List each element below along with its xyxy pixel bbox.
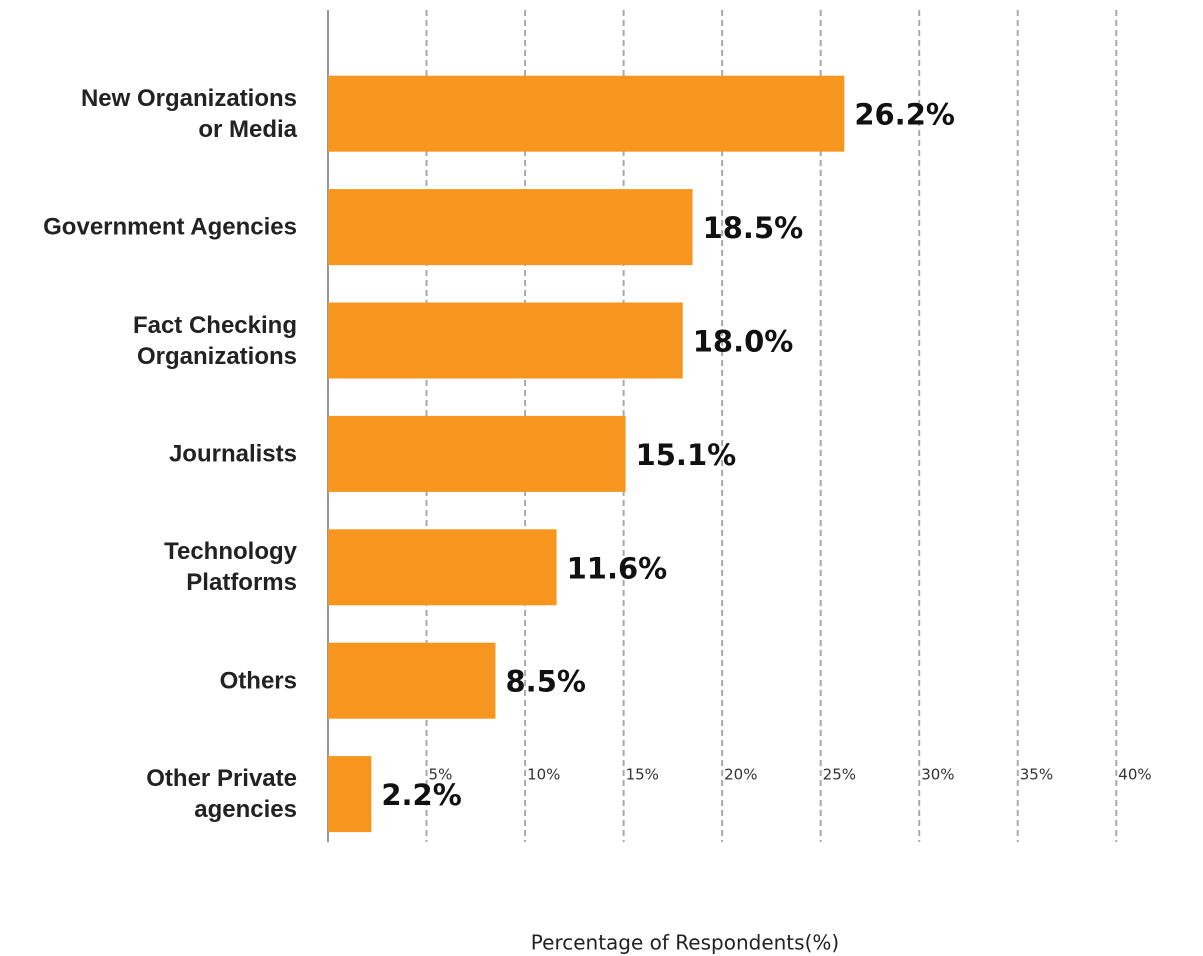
value-label: 18.5% <box>703 211 804 245</box>
y-tick-label: New Organizations or Media <box>80 84 297 143</box>
value-label: 15.1% <box>636 438 737 472</box>
x-tick-label: 15% <box>626 766 659 784</box>
value-label: 8.5% <box>506 665 586 699</box>
y-tick-label: Journalists <box>168 440 297 468</box>
value-label: 26.2% <box>854 98 955 132</box>
y-tick-label: Technology Platforms <box>164 538 297 597</box>
bar <box>328 415 626 492</box>
bar <box>328 529 557 606</box>
y-tick-label: Other Private agencies <box>146 765 297 824</box>
bar <box>328 189 693 266</box>
y-tick-label: Others <box>219 667 297 695</box>
value-label: 11.6% <box>567 551 668 585</box>
x-tick-label: 30% <box>921 766 954 784</box>
y-tick-label: Government Agencies <box>43 213 297 241</box>
bar <box>328 302 683 379</box>
x-tick-label: 40% <box>1118 766 1151 784</box>
x-tick-label: 35% <box>1020 766 1053 784</box>
x-tick-label: 25% <box>823 766 856 784</box>
bar <box>328 75 845 152</box>
x-tick-label: 5% <box>429 766 453 784</box>
x-tick-label: 20% <box>724 766 757 784</box>
bar <box>328 642 496 719</box>
value-label: 2.2% <box>381 778 461 812</box>
x-tick-label: 10% <box>527 766 560 784</box>
value-label: 18.0% <box>693 325 794 359</box>
bar <box>328 756 372 833</box>
y-tick-label: Fact Checking Organizations <box>132 311 297 370</box>
x-axis-title: Percentage of Respondents(%) <box>531 931 839 955</box>
